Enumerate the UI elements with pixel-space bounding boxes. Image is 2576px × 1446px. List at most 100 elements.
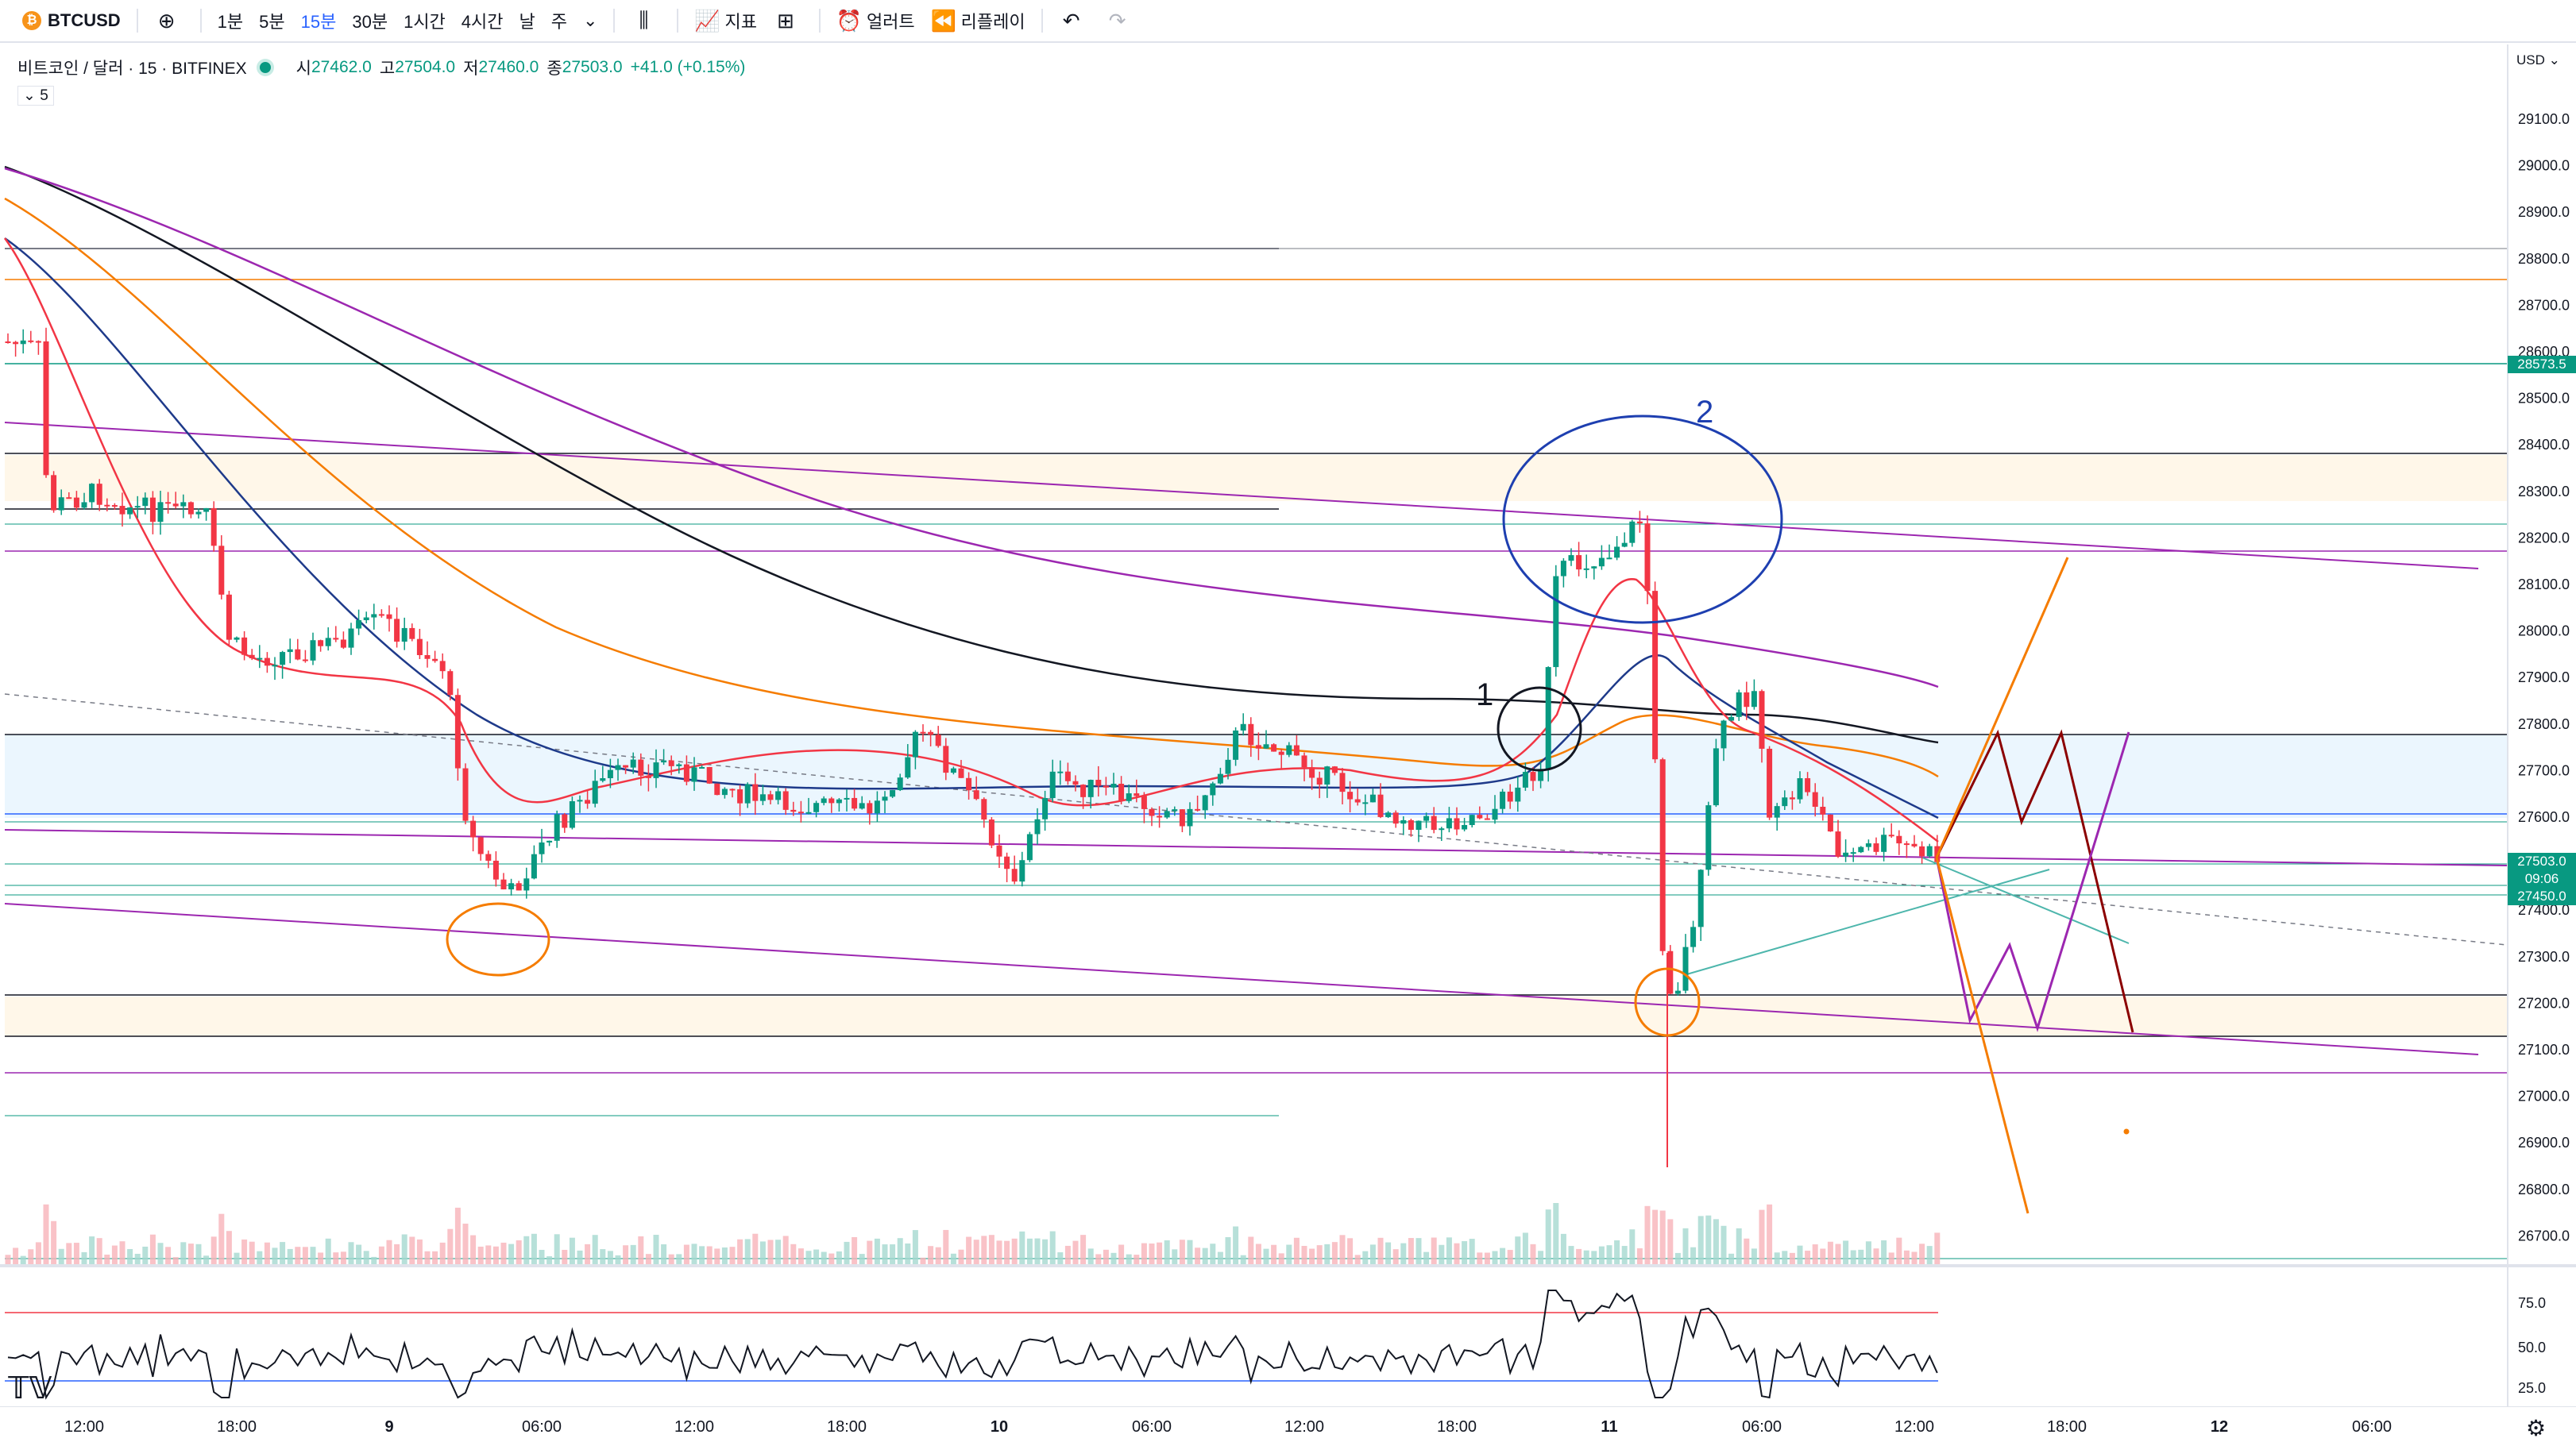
interval-15m[interactable]: 15분	[300, 12, 337, 32]
interval-30m[interactable]: 30분	[352, 12, 388, 32]
volume-bar	[1316, 1245, 1323, 1264]
price-tick-label: 28700.0	[2518, 297, 2570, 313]
interval-5m[interactable]: 5분	[259, 12, 285, 32]
low-label: 저	[463, 60, 479, 78]
volume-bar	[1385, 1242, 1392, 1264]
volume-bar	[325, 1238, 331, 1264]
candle-body	[1888, 835, 1894, 837]
volume-bar	[356, 1244, 362, 1264]
symbol-search[interactable]: ₿ BTCUSD	[14, 0, 129, 42]
candle-body	[928, 731, 934, 735]
volume-bar	[371, 1256, 377, 1264]
volume-bar	[1560, 1233, 1566, 1264]
volume-bar	[852, 1236, 858, 1264]
indicators-icon: 📈	[694, 8, 720, 33]
rsi-tick-label: 75.0	[2518, 1295, 2546, 1311]
time-axis[interactable]: 12:00 18:00 9 06:00 12:00 18:00 10 06:00 12:00 18…	[0, 1407, 2510, 1446]
price-tick-label: 28400.0	[2518, 437, 2570, 453]
candle-body	[1462, 825, 1468, 830]
replay-label: 리플레이	[960, 12, 1025, 32]
undo-button[interactable]: ↶	[1051, 0, 1097, 42]
volume-bar	[653, 1235, 659, 1264]
volume-bar	[988, 1235, 994, 1264]
candle-body	[127, 507, 133, 515]
volume-bar	[172, 1257, 179, 1264]
candle-body	[195, 511, 202, 515]
add-symbol-button[interactable]: ⊕	[146, 0, 192, 42]
volume-bar	[1110, 1252, 1117, 1264]
volume-bar	[1042, 1239, 1049, 1264]
candle-body	[447, 671, 454, 696]
candle-body	[340, 639, 346, 648]
volume-bar	[1934, 1232, 1941, 1264]
candle-body	[462, 768, 469, 821]
volume-bar	[1309, 1248, 1315, 1264]
candle-body	[729, 789, 736, 791]
candle-body	[1598, 557, 1605, 567]
volume-bar	[1339, 1235, 1346, 1264]
candle-style-icon: ⫼	[639, 8, 649, 32]
volume-bar	[1049, 1231, 1056, 1264]
interval-week[interactable]: 주	[550, 12, 568, 32]
interval-1m[interactable]: 1분	[217, 12, 244, 32]
candle-body	[1331, 766, 1338, 773]
price-tick-label: 28800.0	[2518, 251, 2570, 267]
interval-1h[interactable]: 1시간	[404, 12, 446, 32]
candle-body	[226, 594, 232, 640]
candle-body	[1873, 843, 1879, 852]
volume-bar	[1362, 1251, 1369, 1264]
redo-button[interactable]: ↷	[1097, 0, 1143, 42]
indicator-collapse-toggle[interactable]: ⌄ 5	[17, 86, 54, 106]
tradingview-logo-icon[interactable]: 𝕋𝕍	[8, 1371, 52, 1406]
volume-bar	[104, 1254, 110, 1264]
candle-body	[1354, 799, 1361, 803]
candle-body	[1667, 951, 1674, 994]
price-tick-label: 28100.0	[2518, 576, 2570, 592]
candle-body	[577, 800, 583, 802]
orange-dot	[2123, 1128, 2130, 1135]
chevron-down-icon: ⌄	[583, 10, 598, 30]
volume-bar	[759, 1241, 766, 1264]
interval-4h[interactable]: 4시간	[461, 12, 504, 32]
volume-bar	[378, 1246, 384, 1264]
candle-body	[516, 883, 522, 891]
alert-label: 얼러트	[866, 12, 915, 32]
price-tick-label: 28300.0	[2518, 484, 2570, 499]
undo-icon: ↶	[1062, 8, 1080, 33]
volume-bar	[1667, 1219, 1674, 1264]
candle-body	[805, 812, 812, 814]
candle-body	[348, 628, 354, 648]
alert-button[interactable]: ⏰ 얼러트	[828, 0, 923, 42]
candle-body	[1751, 691, 1757, 708]
volume-bar	[348, 1242, 354, 1264]
settings-icon[interactable]: ⚙	[2526, 1416, 2547, 1440]
volume-bar	[180, 1242, 187, 1264]
series-title[interactable]: 비트코인 / 달러 · 15 · BITFINEX	[17, 60, 247, 78]
indicators-button[interactable]: 📈 지표	[686, 0, 764, 42]
candle-body	[813, 803, 820, 812]
price-tick-label: 27000.0	[2518, 1089, 2570, 1105]
templates-button[interactable]: ⊞	[765, 0, 811, 42]
candle-body	[623, 765, 629, 768]
replay-button[interactable]: ⏪ 리플레이	[923, 0, 1033, 42]
templates-icon: ⊞	[777, 8, 794, 33]
volume-bar	[1195, 1247, 1201, 1264]
candle-body	[1103, 785, 1109, 788]
volume-bar	[1057, 1252, 1064, 1264]
candle-body	[272, 665, 278, 667]
volume-bar	[1134, 1255, 1140, 1264]
candle-body	[454, 695, 461, 769]
currency-selector[interactable]: USD ⌄	[2516, 52, 2560, 68]
candle-body	[1049, 771, 1056, 798]
chart-canvas[interactable]: 1 2 29100.0 29000.0 28900.0 28800.0 28700.0 2…	[0, 44, 2576, 1407]
interval-day[interactable]: 날	[519, 12, 535, 32]
volume-bar	[1606, 1245, 1612, 1264]
interval-dropdown[interactable]: ⌄	[575, 0, 605, 42]
volume-bar	[996, 1240, 1002, 1264]
volume-bar	[218, 1213, 225, 1264]
volume-bar	[1286, 1244, 1292, 1264]
candle-body	[1538, 769, 1544, 781]
chart-type-button[interactable]: ⫼	[623, 0, 669, 42]
volume-bar	[13, 1247, 19, 1264]
candle-body	[394, 619, 400, 642]
